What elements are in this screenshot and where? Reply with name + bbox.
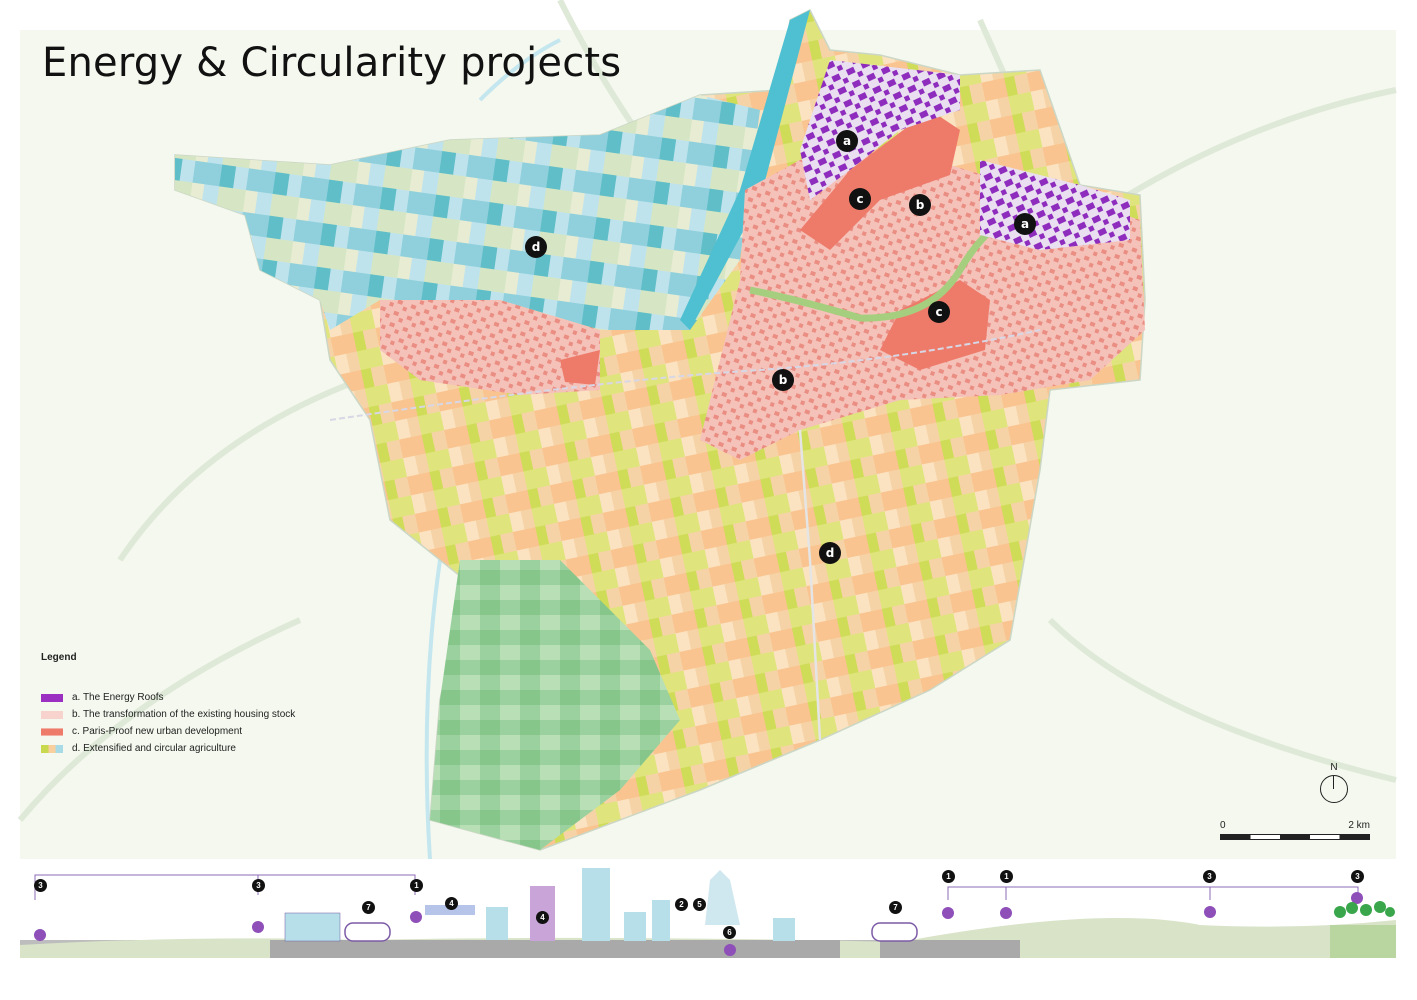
north-arrow: N: [1318, 762, 1350, 803]
area-energy-roofs-north: [800, 60, 960, 200]
area-new-development-north: [800, 110, 960, 250]
section-marker: 3: [1351, 870, 1364, 883]
section-marker: 6: [723, 926, 736, 939]
page-title: Energy & Circularity projects: [42, 40, 622, 86]
cross-section: [20, 859, 1396, 958]
map-marker-d: d: [819, 542, 841, 564]
section-marker: 3: [252, 879, 265, 892]
north-label: N: [1330, 762, 1338, 773]
map-marker-c: c: [849, 188, 871, 210]
river-outside: [424, 38, 561, 861]
map-marker-a: a: [836, 130, 858, 152]
map-marker-c: c: [928, 301, 950, 323]
area-urban-west: [380, 300, 600, 395]
area-forest: [430, 560, 680, 850]
green-canal: [749, 212, 1012, 322]
legend-swatch-d: [41, 744, 63, 753]
scale-bar-graphic: [1220, 834, 1370, 840]
section-marker: 4: [536, 911, 549, 924]
legend-swatch-b: [41, 710, 63, 719]
legend-item-agriculture: d. Extensified and circular agriculture: [41, 740, 295, 757]
section-marker: 7: [889, 901, 902, 914]
section-marker: 1: [410, 879, 423, 892]
area-blue-agriculture: [175, 95, 760, 330]
legend-label-a: a. The Energy Roofs: [72, 692, 164, 703]
map-marker-a: a: [1014, 213, 1036, 235]
legend-label-d: d. Extensified and circular agriculture: [72, 743, 236, 754]
section-marker: 3: [34, 879, 47, 892]
main-road: [798, 429, 822, 741]
map-marker-d: d: [525, 236, 547, 258]
section-marker: 1: [942, 870, 955, 883]
north-arrow-icon: [1320, 775, 1348, 803]
section-marker: 5: [693, 898, 706, 911]
legend-item-new-development: c. Paris-Proof new urban development: [41, 723, 295, 740]
railway: [329, 329, 1041, 421]
scale-end: 2 km: [1348, 820, 1370, 831]
section-marker: 7: [362, 901, 375, 914]
surrounding-roads: [17, 0, 1397, 822]
legend-label-b: b. The transformation of the existing ho…: [72, 709, 296, 720]
legend-title: Legend: [41, 652, 77, 663]
map-marker-b: b: [772, 369, 794, 391]
legend-swatch-c: [41, 727, 63, 736]
scale-bar: 0 2 km: [1220, 820, 1370, 840]
section-marker: 3: [1203, 870, 1216, 883]
legend-label-c: c. Paris-Proof new urban development: [72, 726, 243, 737]
section-marker: 1: [1000, 870, 1013, 883]
legend-swatch-a: [41, 693, 63, 702]
legend: Legend a. The Energy Roofs b. The transf…: [41, 652, 295, 757]
section-marker: 4: [445, 897, 458, 910]
legend-item-energy-roofs: a. The Energy Roofs: [41, 689, 295, 706]
map-marker-b: b: [909, 194, 931, 216]
scale-start: 0: [1220, 820, 1226, 831]
section-marker: 2: [675, 898, 688, 911]
area-new-development-west: [560, 350, 600, 385]
legend-item-housing: b. The transformation of the existing ho…: [41, 706, 295, 723]
area-new-development-south: [880, 280, 990, 370]
canal-water: [680, 10, 810, 330]
